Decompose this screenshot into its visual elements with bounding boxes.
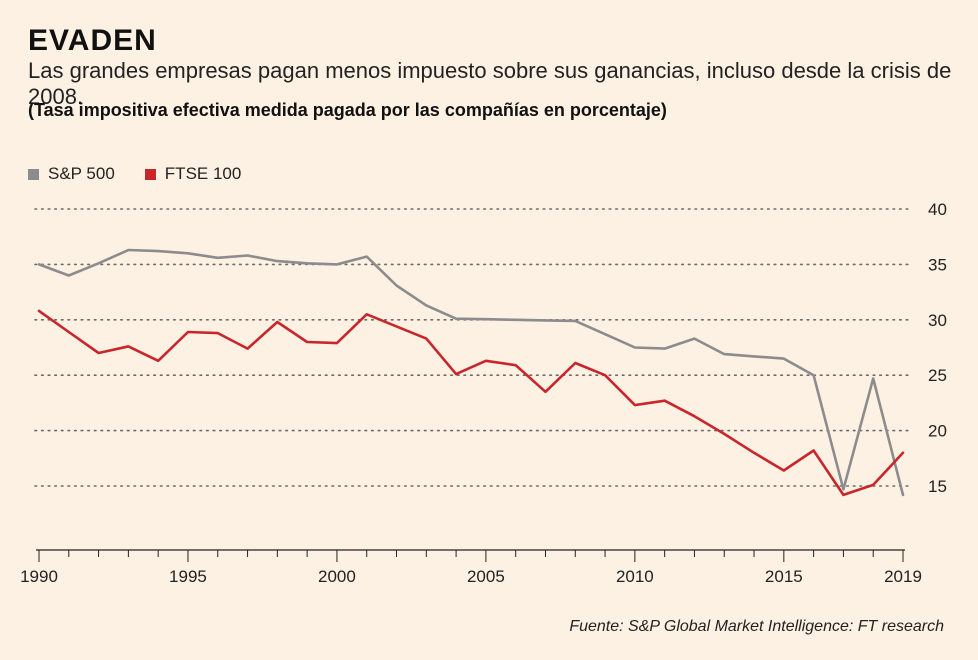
- legend-label-ftse100: FTSE 100: [164, 164, 242, 183]
- x-tick-label: 2005: [467, 567, 505, 586]
- legend-swatch-sp500: [28, 168, 39, 180]
- series-line-ftse100: [37, 309, 905, 497]
- x-tick-label: 2010: [616, 567, 654, 586]
- x-tick-label: 1990: [20, 567, 58, 586]
- x-tick-label: 2000: [318, 567, 356, 586]
- x-tick-label: 1995: [169, 567, 207, 586]
- y-tick-label: 35: [928, 255, 947, 274]
- legend-item-sp500: S&P 500: [28, 164, 115, 184]
- y-tick-label: 30: [928, 311, 947, 330]
- chart-title: EVADEN: [28, 24, 157, 57]
- chart-unit-note: (Tasa impositiva efectiva medida pagada …: [28, 100, 667, 120]
- source-note: Fuente: S&P Global Market Intelligence: …: [569, 618, 944, 635]
- y-tick-label: 15: [928, 477, 947, 496]
- x-tick-label: 2015: [765, 567, 803, 586]
- legend: S&P 500 FTSE 100: [28, 164, 241, 184]
- chart-subtitle: Las grandes empresas pagan menos impuest…: [28, 58, 952, 109]
- y-tick-label: 25: [928, 366, 947, 385]
- y-tick-label: 20: [928, 422, 947, 441]
- series-line-sp500: [37, 248, 905, 497]
- legend-item-ftse100: FTSE 100: [144, 164, 242, 184]
- y-tick-label: 40: [928, 200, 947, 219]
- legend-swatch-ftse100: [144, 168, 156, 180]
- legend-label-sp500: S&P 500: [48, 164, 115, 183]
- x-tick-label: 2019: [884, 567, 922, 586]
